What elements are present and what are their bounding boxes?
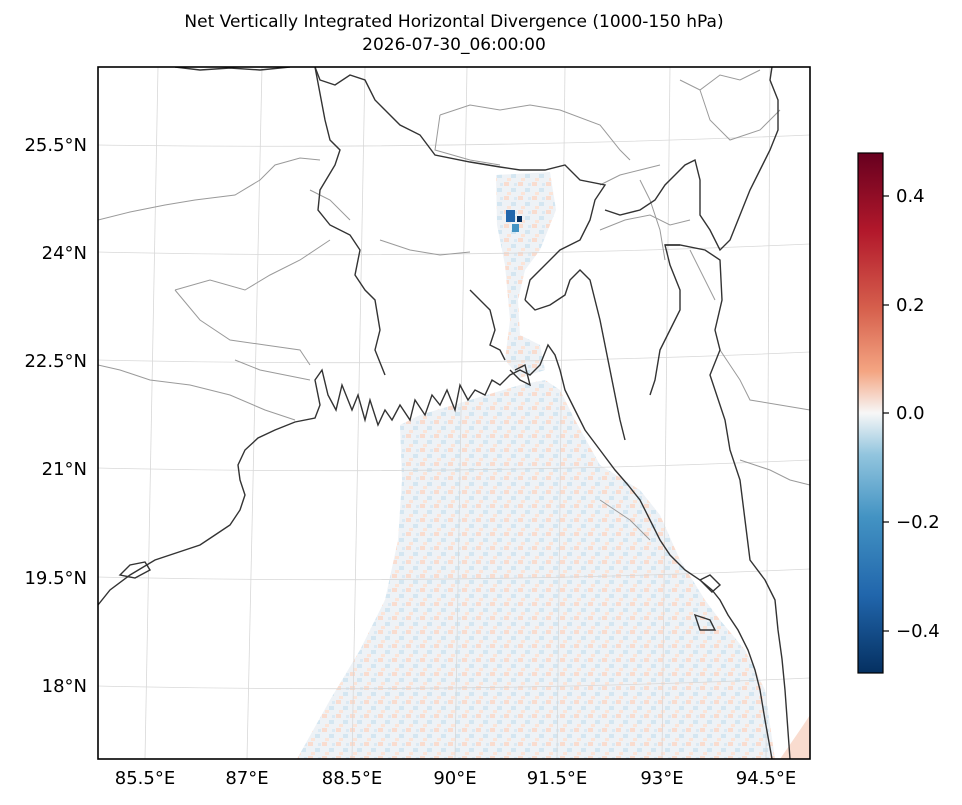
lat-label: 25.5°N — [24, 135, 87, 156]
colorbar: 0.4 0.2 0.0 −0.2 −0.4 — [857, 152, 940, 674]
lat-label: 21°N — [42, 459, 87, 480]
lon-label: 91.5°E — [527, 768, 587, 789]
country-boundaries — [174, 67, 791, 759]
lon-label: 90°E — [433, 768, 476, 789]
lat-label: 22.5°N — [24, 351, 87, 372]
colorbar-tick-label: 0.0 — [896, 403, 925, 424]
divergence-hotspot — [506, 210, 515, 222]
colorbar-tick-label: 0.4 — [896, 186, 925, 207]
lat-label: 24°N — [42, 243, 87, 264]
colorbar-tick-label: −0.2 — [896, 512, 940, 533]
lat-label: 18°N — [42, 676, 87, 697]
lon-label: 94.5°E — [736, 768, 796, 789]
coastline — [98, 289, 773, 759]
lon-label: 85.5°E — [115, 768, 175, 789]
divergence-hotspot — [512, 224, 519, 232]
map-subtitle: 2026-07-30_06:00:00 — [362, 35, 546, 55]
map-title: Net Vertically Integrated Horizontal Div… — [184, 12, 724, 32]
lon-label: 87°E — [225, 768, 268, 789]
colorbar-gradient — [857, 152, 884, 674]
lat-label: 19.5°N — [24, 568, 87, 589]
divergence-hotspot — [517, 216, 522, 222]
divergence-field — [297, 380, 775, 759]
divergence-field-north — [496, 172, 556, 378]
map-plot-area — [98, 67, 810, 759]
lat-lon-labels: 85.5°E 87°E 88.5°E 90°E 91.5°E 93°E 94.5… — [24, 135, 796, 789]
plot-frame — [97, 66, 811, 760]
colorbar-tick-label: −0.4 — [896, 621, 940, 642]
divergence-field-east — [780, 715, 810, 759]
colorbar-tick-label: 0.2 — [896, 295, 925, 316]
lon-label: 88.5°E — [322, 768, 382, 789]
state-boundaries — [98, 69, 810, 541]
lon-label: 93°E — [640, 768, 683, 789]
